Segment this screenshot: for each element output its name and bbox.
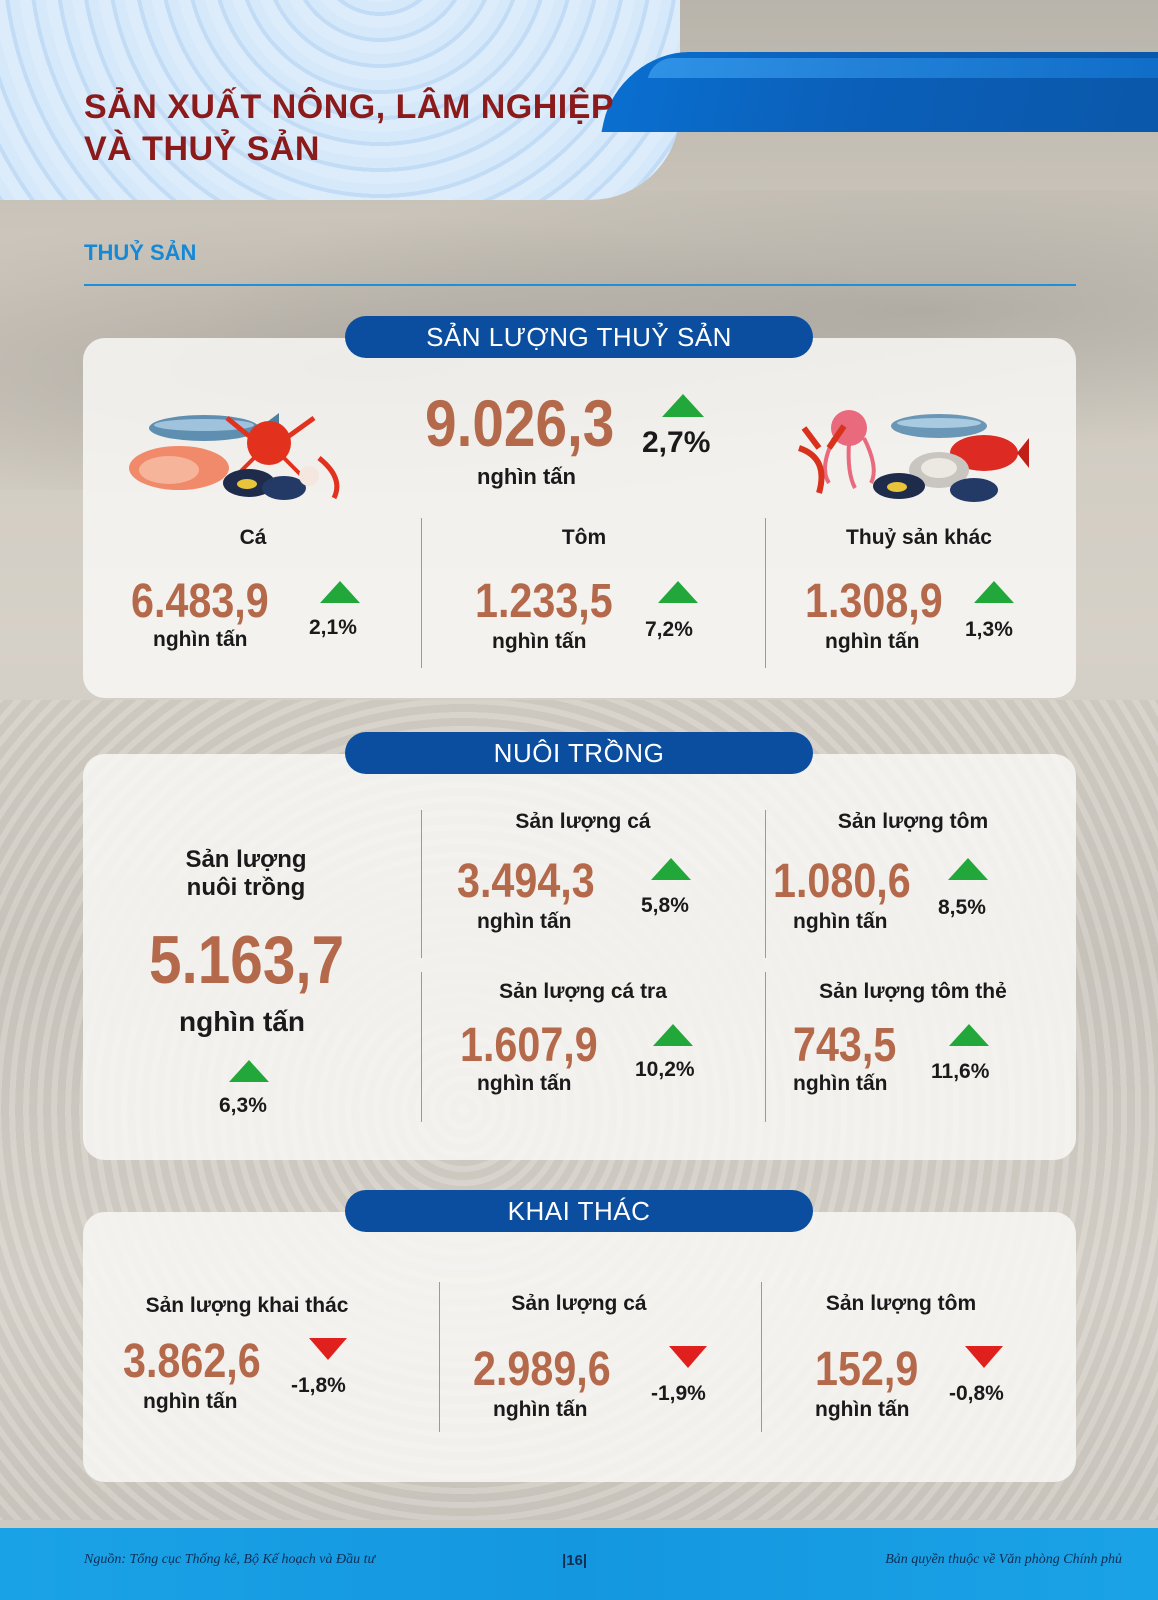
page-title-line1: SẢN XUẤT NÔNG, LÂM NGHIỆP (84, 88, 615, 126)
item-unit: nghìn tấn (493, 1398, 588, 1421)
total-output-heading: SẢN LƯỢNG THUỶ SẢN (345, 316, 813, 358)
item-unit: nghìn tấn (793, 1072, 888, 1095)
divider (439, 1282, 440, 1432)
item-change: 2,1% (309, 616, 357, 639)
item-value: 743,5 (793, 1019, 897, 1072)
divider (765, 518, 766, 668)
section-divider (84, 284, 1076, 286)
aquaculture-heading: NUÔI TRỒNG (345, 732, 813, 774)
total-unit: nghìn tấn (477, 464, 576, 489)
main-label-line1: Sản lượng (185, 846, 307, 873)
seafood-left-illustration (129, 413, 340, 500)
item-change: -0,8% (949, 1382, 1004, 1405)
bronze-drum-pattern (0, 0, 680, 200)
item-value: 1.607,9 (460, 1019, 598, 1072)
total-trend-up-icon (662, 394, 704, 417)
main-label-line2: nuôi trồng (186, 874, 306, 901)
item-unit: nghìn tấn (825, 630, 920, 653)
item-change: 8,5% (938, 896, 986, 919)
item-unit: nghìn tấn (815, 1398, 910, 1421)
total-value: 9.026,3 (425, 386, 615, 460)
item-unit: nghìn tấn (477, 1072, 572, 1095)
item-change: 1,3% (965, 618, 1013, 641)
item-unit: nghìn tấn (477, 910, 572, 933)
item-change: 10,2% (635, 1058, 695, 1081)
item-change: 11,6% (931, 1060, 990, 1083)
aquaculture-card: NUÔI TRỒNG Sản lượng nuôi trồng 5.163,7 … (83, 732, 1076, 1160)
item-change: -1,9% (651, 1382, 706, 1405)
item-value: 152,9 (815, 1343, 919, 1396)
main-value: 5.163,7 (149, 922, 345, 998)
item-label: Sản lượng cá (515, 810, 651, 833)
item-label: Sản lượng tôm thẻ (819, 980, 1007, 1003)
total-output-card: SẢN LƯỢNG THUỶ SẢN 9.026,3 2,7% (83, 316, 1076, 698)
item-label: Sản lượng tôm (825, 1292, 977, 1315)
trend-up-icon (229, 1060, 269, 1082)
trend-up-icon (949, 1024, 989, 1046)
trend-up-icon (658, 581, 698, 603)
trend-down-icon (309, 1338, 347, 1360)
item-label: Sản lượng khai thác (145, 1294, 349, 1317)
item-value: 1.308,9 (805, 575, 943, 628)
item-label: Cá (239, 526, 267, 549)
trend-up-icon (320, 581, 360, 603)
item-value: 3.494,3 (457, 855, 595, 908)
page-footer: Nguồn: Tổng cục Thống kê, Bộ Kế hoạch và… (0, 1528, 1158, 1600)
footer-copyright: Bản quyền thuộc về Văn phòng Chính phủ (885, 1552, 1122, 1567)
item-value: 3.862,6 (123, 1335, 261, 1388)
capture-heading: KHAI THÁC (345, 1190, 813, 1232)
header-blue-highlight (647, 58, 1158, 78)
item-unit: nghìn tấn (492, 630, 587, 653)
divider (765, 972, 766, 1122)
item-value: 2.989,6 (473, 1343, 611, 1396)
footer-source: Nguồn: Tổng cục Thống kê, Bộ Kế hoạch và… (84, 1552, 376, 1567)
page-number: |16| (562, 1552, 588, 1569)
trend-up-icon (651, 858, 691, 880)
item-value: 1.080,6 (773, 855, 911, 908)
section-label: THUỶ SẢN (84, 240, 197, 265)
item-unit: nghìn tấn (793, 910, 888, 933)
item-label: Sản lượng cá (511, 1292, 647, 1315)
divider (765, 810, 766, 958)
divider (761, 1282, 762, 1432)
total-change: 2,7% (642, 426, 711, 459)
trend-down-icon (669, 1346, 707, 1368)
trend-up-icon (653, 1024, 693, 1046)
item-change: 7,2% (645, 618, 693, 641)
item-label: Sản lượng tôm (837, 810, 989, 833)
trend-up-icon (948, 858, 988, 880)
divider (421, 518, 422, 668)
divider (421, 972, 422, 1122)
item-value: 1.233,5 (475, 575, 613, 628)
page-title: SẢN XUẤT NÔNG, LÂM NGHIỆP VÀ THUỶ SẢN (84, 86, 644, 170)
item-label: Tôm (561, 526, 607, 549)
capture-card: KHAI THÁC Sản lượng khai thác 3.862,6 ng… (83, 1190, 1076, 1482)
item-label: Thuỷ sản khác (846, 526, 992, 549)
item-unit: nghìn tấn (153, 628, 248, 651)
trend-up-icon (974, 581, 1014, 603)
item-change: 5,8% (641, 894, 689, 917)
item-value: 6.483,9 (131, 575, 269, 628)
main-change: 6,3% (219, 1094, 267, 1117)
page-title-line2: VÀ THUỶ SẢN (84, 130, 320, 168)
main-unit: nghìn tấn (179, 1006, 305, 1037)
trend-down-icon (965, 1346, 1003, 1368)
item-unit: nghìn tấn (143, 1390, 238, 1413)
page-header: SẢN XUẤT NÔNG, LÂM NGHIỆP VÀ THUỶ SẢN (0, 0, 1158, 200)
item-label: Sản lượng cá tra (499, 980, 667, 1003)
divider (421, 810, 422, 958)
item-change: -1,8% (291, 1374, 346, 1397)
seafood-right-illustration (797, 410, 1029, 502)
